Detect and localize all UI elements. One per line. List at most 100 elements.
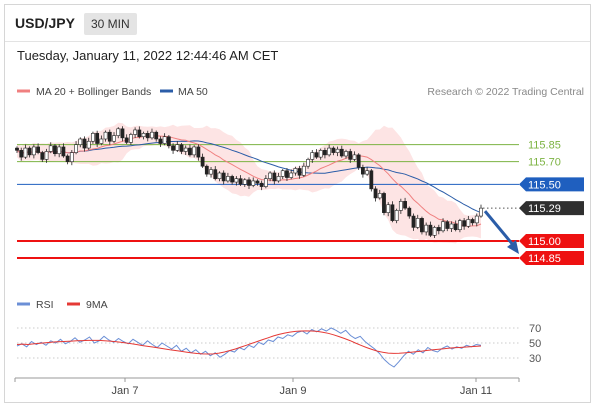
candle-body bbox=[306, 159, 310, 167]
candle-body bbox=[82, 138, 87, 149]
candle bbox=[306, 157, 310, 169]
rsi-line bbox=[16, 327, 482, 368]
candle bbox=[103, 130, 108, 142]
level-115-00-tag bbox=[519, 234, 584, 248]
candle-body bbox=[428, 224, 433, 236]
candle-body bbox=[69, 152, 74, 162]
candle-body bbox=[213, 169, 218, 179]
candle-body bbox=[251, 180, 256, 186]
chart-canvas: MA 20 + Bollinger Bands MA 50 Research © 2… bbox=[14, 86, 584, 397]
candle bbox=[183, 145, 188, 155]
candle-body bbox=[453, 223, 458, 230]
level-115-70-label: 115.70 bbox=[528, 157, 561, 169]
ma50-legend-label: MA 50 bbox=[178, 86, 208, 98]
candle-body bbox=[103, 131, 108, 140]
candle bbox=[238, 175, 243, 187]
candle-body bbox=[133, 129, 138, 135]
candle-body bbox=[339, 148, 344, 157]
candle-body bbox=[86, 140, 91, 149]
candle-body bbox=[466, 219, 471, 227]
candle-body bbox=[23, 147, 28, 158]
candle-body bbox=[36, 146, 40, 153]
candle-body bbox=[179, 144, 184, 152]
candle bbox=[204, 164, 209, 177]
candle-body bbox=[268, 172, 272, 179]
ma20-line bbox=[16, 135, 482, 227]
candle bbox=[420, 216, 424, 235]
rsi-tick-label: 50 bbox=[529, 338, 541, 350]
candle bbox=[36, 143, 40, 155]
candle-body bbox=[19, 150, 24, 158]
candle bbox=[40, 150, 45, 163]
candle-body bbox=[53, 145, 57, 155]
candle-body bbox=[327, 147, 332, 156]
candle-body bbox=[348, 151, 353, 160]
candle-body bbox=[78, 138, 83, 145]
candle bbox=[424, 222, 429, 236]
candle bbox=[327, 144, 332, 157]
candle bbox=[398, 198, 403, 214]
candle bbox=[297, 165, 302, 179]
chart-widget: USD/JPY 30 MIN Tuesday, January 11, 2022… bbox=[4, 4, 591, 403]
candle-body bbox=[150, 131, 154, 139]
candle-body bbox=[344, 151, 348, 157]
candle bbox=[74, 141, 78, 155]
candle bbox=[226, 172, 230, 183]
candle bbox=[445, 220, 450, 232]
candle-body bbox=[107, 131, 112, 142]
level-115-50-label: 115.50 bbox=[528, 179, 561, 191]
candle-body bbox=[120, 128, 125, 139]
candle-body bbox=[263, 178, 268, 187]
candle bbox=[141, 131, 146, 140]
candle bbox=[242, 178, 247, 187]
candle bbox=[57, 144, 62, 158]
candle-body bbox=[272, 172, 277, 182]
rsi-ma-line bbox=[16, 330, 482, 355]
candle-body bbox=[158, 138, 163, 144]
candle bbox=[19, 147, 24, 161]
timeframe-button[interactable]: 30 MIN bbox=[84, 13, 137, 35]
candle-body bbox=[407, 207, 412, 217]
candle-body bbox=[217, 172, 222, 179]
rsi-legend-label: RSI bbox=[36, 299, 54, 311]
level-114-85-tag bbox=[519, 251, 584, 265]
candle bbox=[331, 146, 336, 156]
candle bbox=[78, 137, 83, 148]
candle bbox=[133, 127, 138, 138]
candle-body bbox=[116, 128, 121, 136]
candle-body bbox=[141, 133, 146, 138]
candle bbox=[124, 134, 129, 145]
candle-body bbox=[196, 146, 201, 158]
candle bbox=[15, 146, 19, 153]
candle-body bbox=[234, 178, 239, 183]
candle bbox=[234, 176, 239, 186]
candle bbox=[432, 225, 437, 238]
candle-body bbox=[124, 137, 129, 143]
candle bbox=[23, 144, 28, 159]
candle bbox=[339, 145, 344, 158]
candle bbox=[289, 169, 294, 180]
candle-body bbox=[297, 168, 302, 176]
candle bbox=[310, 149, 315, 163]
candle bbox=[31, 144, 36, 159]
candle-body bbox=[323, 150, 327, 156]
candle-body bbox=[403, 201, 407, 209]
candle bbox=[48, 142, 53, 154]
candle bbox=[314, 149, 319, 159]
candle-body bbox=[394, 210, 399, 221]
x-tick-label: Jan 11 bbox=[460, 385, 492, 397]
candle-body bbox=[289, 172, 294, 178]
candle bbox=[221, 170, 226, 185]
candle-body bbox=[171, 145, 175, 151]
x-tick-label: Jan 9 bbox=[280, 385, 307, 397]
candle-body bbox=[441, 221, 445, 232]
candle bbox=[200, 153, 205, 168]
candle bbox=[348, 148, 353, 163]
candle bbox=[120, 126, 125, 142]
candle-body bbox=[373, 188, 378, 199]
forecast-arrow-shaft bbox=[483, 210, 516, 247]
candle bbox=[441, 218, 445, 233]
candle bbox=[407, 206, 412, 219]
candle-body bbox=[432, 227, 437, 236]
candle bbox=[458, 218, 462, 233]
